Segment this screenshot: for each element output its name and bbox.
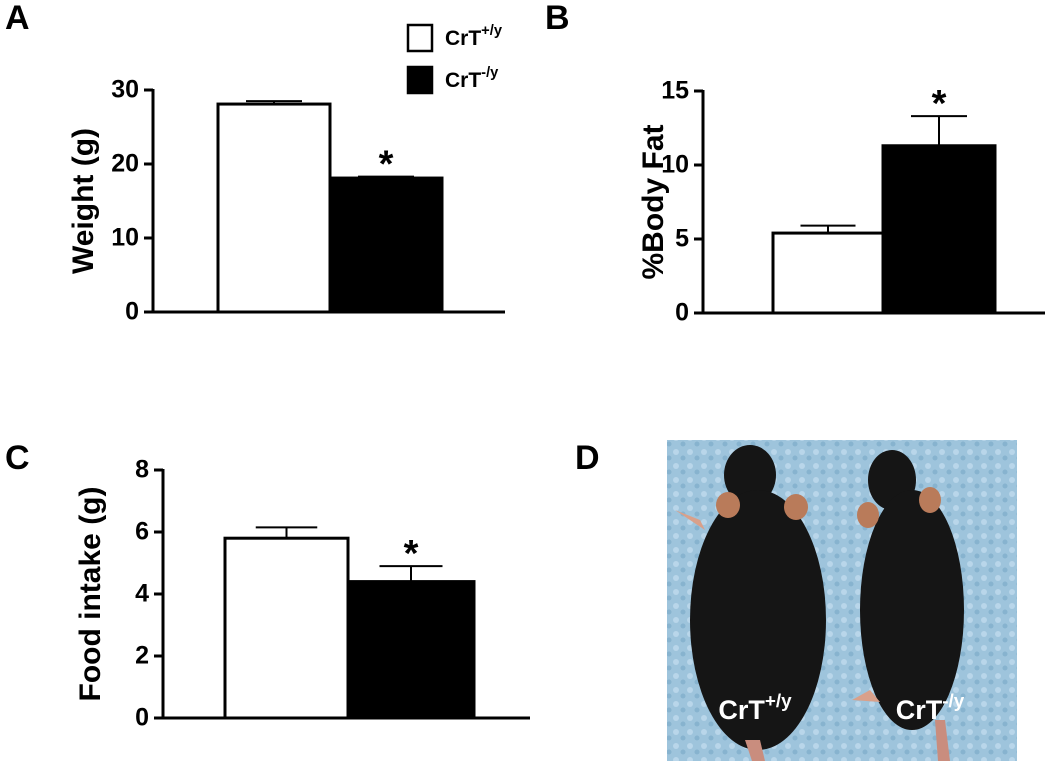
panel-letter: D xyxy=(575,439,600,477)
bar xyxy=(328,176,444,314)
significance-mark: * xyxy=(379,144,394,186)
y-axis-label: Food intake (g) xyxy=(74,487,107,702)
photo-panel xyxy=(667,440,1017,761)
bar xyxy=(771,231,885,315)
photo-label: CrT+/y xyxy=(718,691,792,726)
photo-label: CrT-/y xyxy=(896,691,965,726)
y-tick-label: 0 xyxy=(675,299,689,327)
legend-swatch xyxy=(406,23,434,53)
mouse-right xyxy=(852,450,964,761)
bar xyxy=(346,580,476,720)
y-tick-label: 2 xyxy=(135,642,149,670)
legend-label: CrT-/y xyxy=(445,65,499,92)
y-axis-label: Weight (g) xyxy=(67,128,100,274)
bar xyxy=(881,144,997,315)
y-tick-label: 10 xyxy=(111,224,139,252)
panel-letter: A xyxy=(5,0,30,37)
y-tick-label: 0 xyxy=(135,704,149,732)
legend-label: CrT+/y xyxy=(445,23,503,50)
panel-letter: B xyxy=(545,0,570,37)
y-tick-label: 8 xyxy=(135,456,149,484)
bar xyxy=(223,536,350,720)
significance-mark: * xyxy=(404,533,419,575)
y-tick-label: 10 xyxy=(661,151,689,179)
y-tick-label: 4 xyxy=(135,580,149,608)
panel-letter: C xyxy=(5,439,30,477)
y-tick-label: 20 xyxy=(111,150,139,178)
y-tick-label: 30 xyxy=(111,76,139,104)
significance-mark: * xyxy=(932,83,947,125)
y-tick-label: 6 xyxy=(135,518,149,546)
y-axis-label: %Body Fat xyxy=(637,124,670,279)
y-tick-label: 0 xyxy=(125,298,139,326)
bar xyxy=(216,102,332,314)
legend-swatch xyxy=(406,65,434,95)
mouse-left xyxy=(675,445,826,761)
y-tick-label: 15 xyxy=(661,77,689,105)
y-tick-label: 5 xyxy=(675,225,689,253)
